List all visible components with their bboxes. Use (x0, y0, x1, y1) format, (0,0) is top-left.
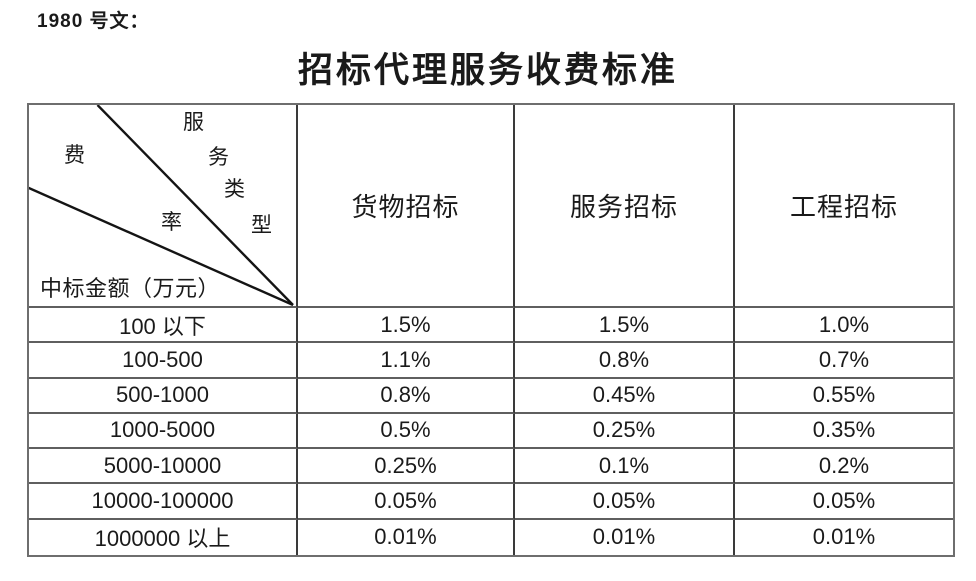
rate-cell: 0.01% (812, 524, 876, 550)
diagonal-header-cell: 服 务 类 型 费 率 中标金额（万元） (29, 105, 298, 308)
rate-cell: 0.5% (298, 413, 515, 450)
rate-cell: 0.45% (515, 378, 735, 414)
column-header-engineering: 工程招标 (735, 105, 953, 308)
corner-label-fee-char: 费 (64, 143, 85, 167)
page-title: 招标代理服务收费标准 (297, 51, 678, 90)
amount-range-cell: 10000-100000 (29, 484, 298, 520)
rate-cell: 0.1% (515, 449, 735, 485)
rate-cell: 0.2% (735, 449, 953, 485)
corner-amount-label: 中标金额（万元） (40, 276, 221, 301)
amount-range-cell: 1000000 以上 (29, 519, 298, 555)
corner-label-service-char: 类 (224, 177, 245, 201)
rate-cell: 1.5% (515, 308, 735, 344)
rate-cell: 0.05% (298, 484, 515, 520)
corner-label-service-char: 型 (251, 213, 272, 237)
rate-cell: 0.7% (735, 343, 953, 379)
rate-cell: 0.01% (515, 519, 735, 555)
amount-range-cell: 100 以下 (29, 308, 298, 344)
rate-cell: 0.8% (515, 343, 735, 379)
corner-label-service-char: 务 (208, 145, 229, 169)
rate-cell: 0.8% (298, 378, 515, 414)
amount-range-cell: 1000-5000 (29, 413, 298, 450)
rate-cell: 0.25% (298, 449, 515, 485)
amount-range-cell: 100-500 (29, 343, 298, 379)
corner-label-service-char: 服 (183, 110, 204, 134)
rate-cell: 0.05% (735, 484, 953, 520)
rate-cell: 0.35% (735, 414, 953, 450)
rate-cell: 0.01% (298, 519, 515, 555)
rate-cell: 0.55% (735, 379, 953, 414)
amount-range-cell: 5000-10000 (29, 449, 298, 485)
rate-cell: 0.25% (515, 413, 735, 450)
rate-cell: 1.1% (298, 343, 515, 379)
amount-range-cell: 500-1000 (29, 378, 298, 414)
diagonal-divider-lines (29, 105, 294, 306)
fee-standard-table: 服 务 类 型 费 率 中标金额（万元） 货物招标 服务招标 工程招标 100 … (27, 103, 955, 557)
rate-cell: 0.05% (515, 484, 735, 520)
corner-label-rate-char: 率 (161, 210, 182, 234)
column-header-goods: 货物招标 (298, 105, 515, 308)
rate-cell: 1.5% (298, 308, 515, 344)
document-reference: 1980 号文： (37, 11, 150, 32)
column-header-service: 服务招标 (515, 105, 735, 308)
rate-cell: 1.0% (735, 308, 953, 344)
